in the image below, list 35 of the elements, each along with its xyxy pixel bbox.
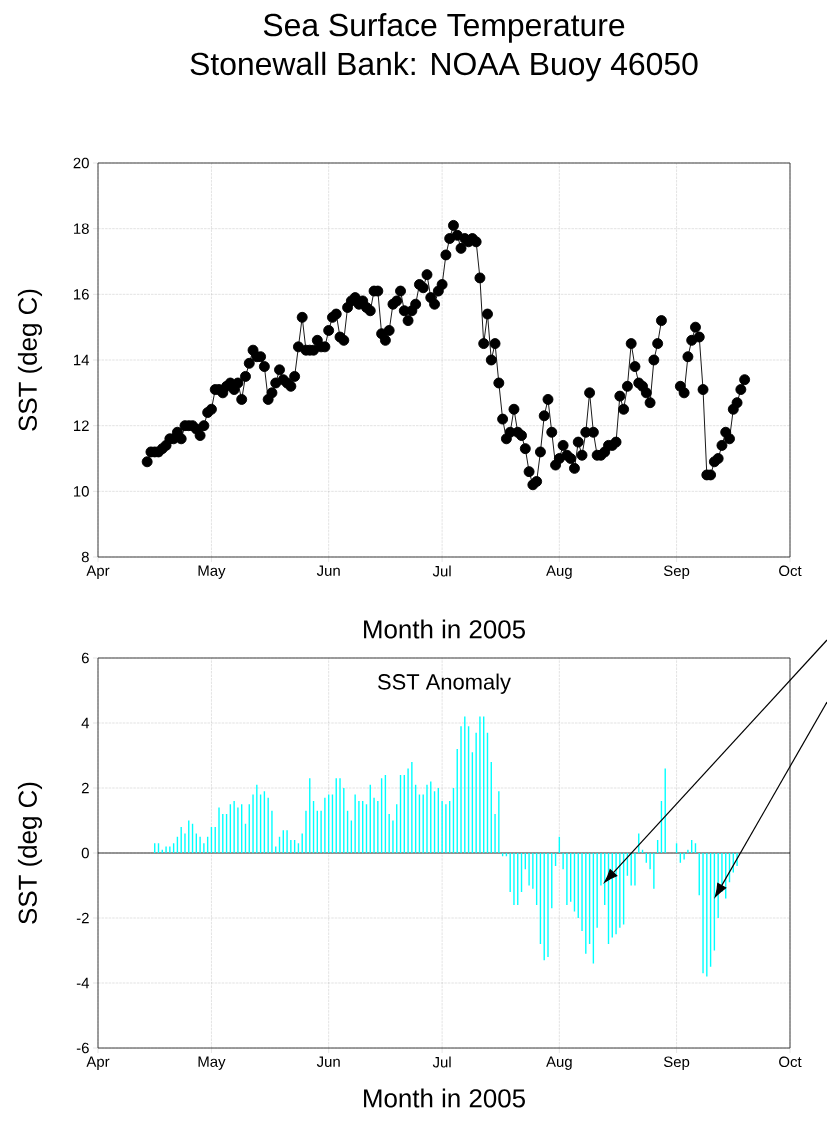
x-tick-label: Apr [86,565,110,579]
x-tick-label: Sep [663,1056,690,1071]
x-tick-label: Oct [779,565,802,577]
y-tick-label: 10 [74,486,89,497]
x-tick-label: Oct [779,1056,802,1068]
y-tick-label: -2 [76,912,89,924]
text: SST Anomaly [378,673,511,694]
x-tick-label: Jul [432,565,451,577]
y-tick-label: 4 [81,717,90,729]
y-tick-label: 2 [81,782,89,794]
y-tick-label: 12 [74,420,89,431]
y-tick-label: -4 [76,977,90,989]
y-axis-title: SST (deg C) [17,782,43,924]
y-tick-label: 16 [74,289,89,300]
y-tick-label: -6 [76,1042,89,1054]
y-tick-label: 0 [81,847,89,859]
x-tick-label: May [198,1056,226,1070]
y-tick-label: 6 [81,652,89,664]
x-tick-label: May [198,565,226,579]
x-tick-label: Aug [546,565,572,579]
y-tick-label: 8 [81,551,89,563]
x-axis-title: Month in 2005 [364,619,525,639]
y-axis-title: SST (deg C) [17,289,43,431]
y-tick-label: 18 [74,223,89,234]
x-tick-label: Apr [86,1056,110,1070]
y-tick-label: 14 [74,354,90,366]
x-tick-label: Jun [316,1056,340,1067]
chart-subtitle: Stonewall Bank: NOAA Buoy 46050 [190,51,698,82]
x-tick-label: Sep [663,565,690,580]
x-tick-label: Jul [432,1056,451,1068]
x-tick-label: Aug [546,1056,572,1070]
chart-title: Sea Surface Temperature [263,12,625,43]
x-axis-title: Month in 2005 [364,1088,525,1108]
x-tick-label: Jun [316,565,340,576]
y-tick-label: 20 [73,157,89,169]
